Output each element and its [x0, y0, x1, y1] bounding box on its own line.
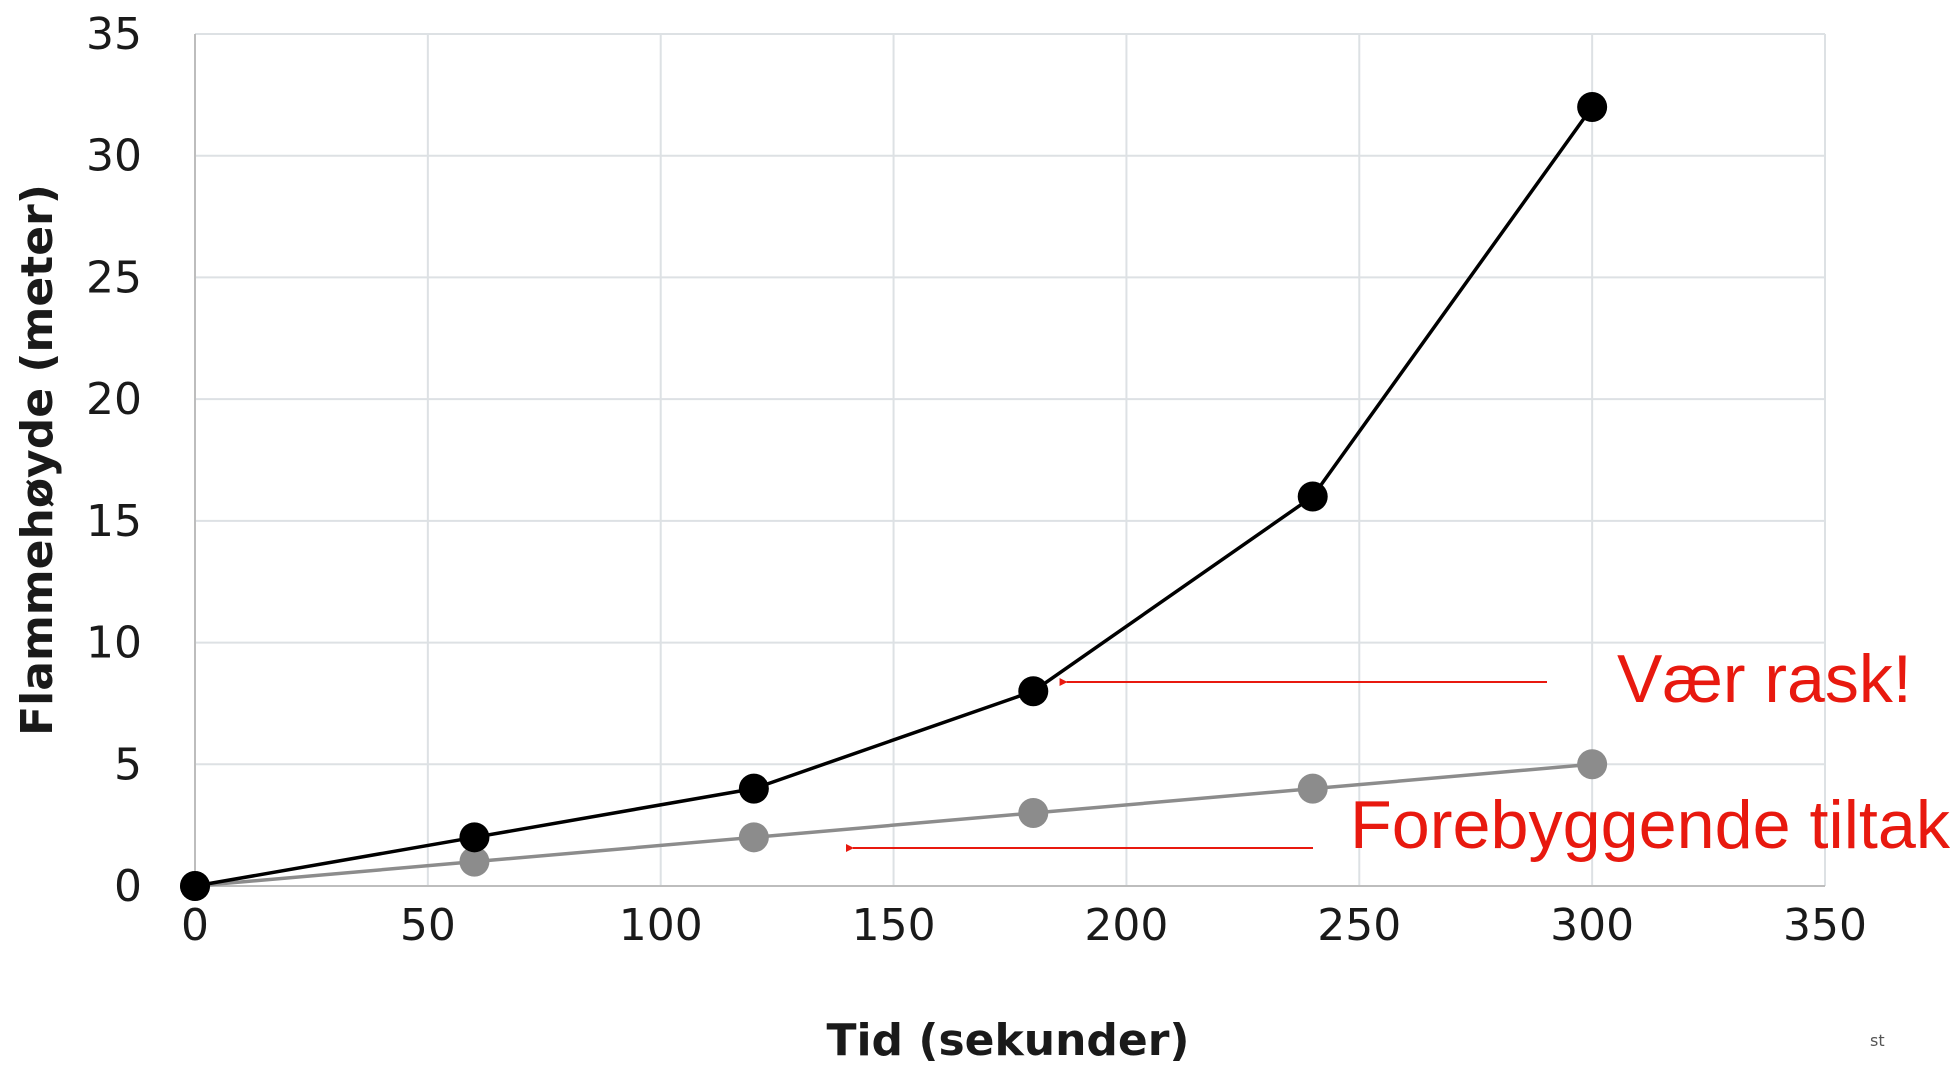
series-line-black: [194, 106, 1594, 888]
x-tick-label: 200: [1084, 900, 1168, 951]
x-tick-label: 50: [400, 900, 456, 951]
x-tick-label: 100: [619, 900, 703, 951]
data-point-black: [738, 773, 769, 804]
data-point-gray: [1018, 797, 1049, 828]
y-tick-label: 0: [114, 861, 142, 912]
corner-mark: st: [1870, 1031, 1885, 1050]
gridlines: [195, 33, 1826, 886]
y-tick-label: 5: [114, 739, 142, 790]
x-tick-label: 0: [181, 900, 209, 951]
annotations: Vær rask! Forebyggende tiltak: [846, 641, 1950, 863]
y-tick-label: 10: [86, 618, 142, 669]
y-tick-label: 30: [86, 131, 142, 182]
x-tick-label: 350: [1783, 900, 1867, 951]
annotation-text-1: Vær rask!: [1617, 641, 1912, 717]
axes: [194, 34, 1825, 887]
data-point-black: [1297, 481, 1328, 512]
series: [180, 92, 1608, 901]
y-tick-label: 35: [86, 9, 142, 60]
data-point-gray: [738, 822, 769, 853]
labels: 0 50 100 150 200 250 300 350 0 5 10 15 20 25 30 35 Tid (…: [12, 9, 1885, 1066]
data-point-gray: [459, 846, 490, 877]
x-axis-title: Tid (sekunder): [826, 1015, 1189, 1066]
y-axis-title: Flammehøyde (meter): [12, 184, 63, 736]
data-point-gray: [1577, 749, 1608, 780]
annotation-text-2: Forebyggende tiltak: [1350, 787, 1950, 863]
data-point-black: [180, 871, 210, 901]
data-point-gray: [1297, 773, 1328, 804]
data-point-black: [459, 822, 490, 853]
y-tick-label: 25: [86, 252, 142, 303]
data-point-black: [1018, 676, 1049, 707]
x-tick-label: 150: [852, 900, 936, 951]
data-point-black: [1577, 92, 1608, 123]
x-tick-label: 300: [1550, 900, 1634, 951]
series-line-gray: [194, 762, 1593, 888]
y-tick-label: 15: [86, 496, 142, 547]
x-tick-label: 250: [1317, 900, 1401, 951]
y-tick-label: 20: [86, 374, 142, 425]
